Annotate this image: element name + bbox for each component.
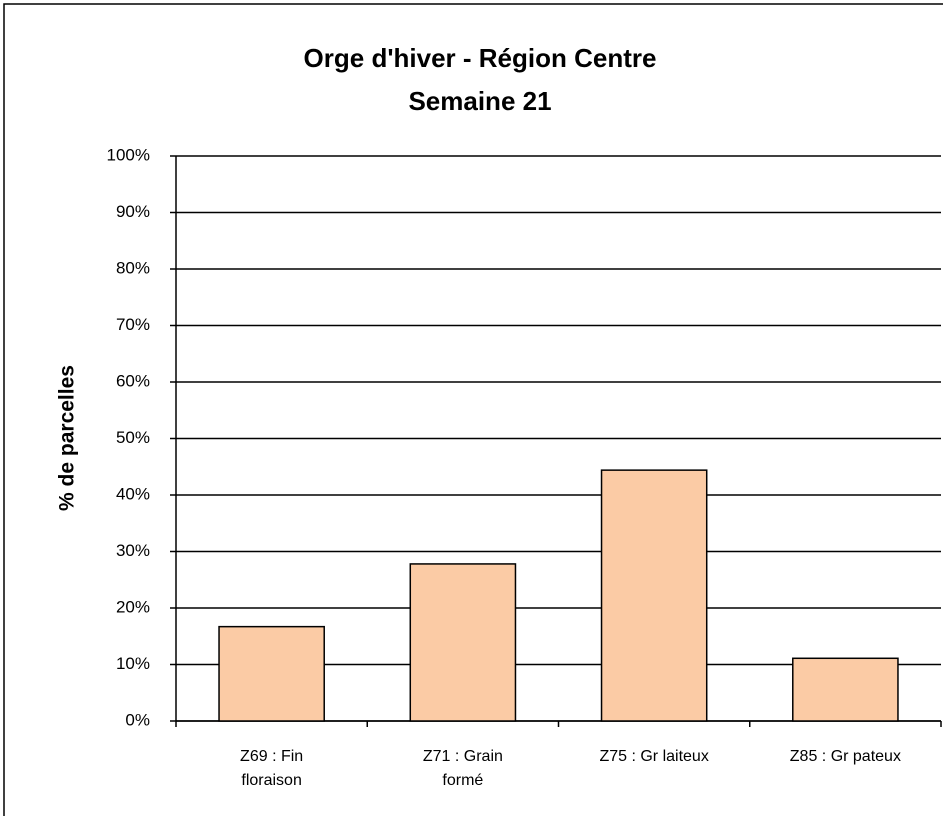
chart-subtitle: Semaine 21 xyxy=(408,86,551,116)
x-tick-label: Z69 : Fin floraison xyxy=(240,748,304,789)
bar xyxy=(792,657,899,722)
y-tick-label: 70% xyxy=(116,315,150,334)
x-tick-label: Z85 : Gr pateux xyxy=(789,748,901,765)
bar xyxy=(600,469,708,722)
y-tick-label: 90% xyxy=(116,202,150,221)
y-tick-label: 10% xyxy=(116,654,150,673)
bar xyxy=(218,625,325,722)
y-tick-label: 0% xyxy=(125,710,150,729)
y-tick-label: 20% xyxy=(116,597,150,616)
chart-title: Orge d'hiver - Région Centre xyxy=(304,43,657,73)
y-tick-label: 40% xyxy=(116,484,150,503)
y-tick-label: 30% xyxy=(116,541,150,560)
y-tick-label: 50% xyxy=(116,428,150,447)
x-tick-label: Z71 : Grain formé xyxy=(422,748,503,789)
x-tick-label: Z75 : Gr laiteux xyxy=(599,748,709,765)
y-tick-label: 60% xyxy=(116,371,150,390)
bar xyxy=(409,563,517,722)
y-axis-label: % de parcelles xyxy=(56,365,79,511)
y-tick-label: 100% xyxy=(107,145,150,164)
y-tick-label: 80% xyxy=(116,258,150,277)
